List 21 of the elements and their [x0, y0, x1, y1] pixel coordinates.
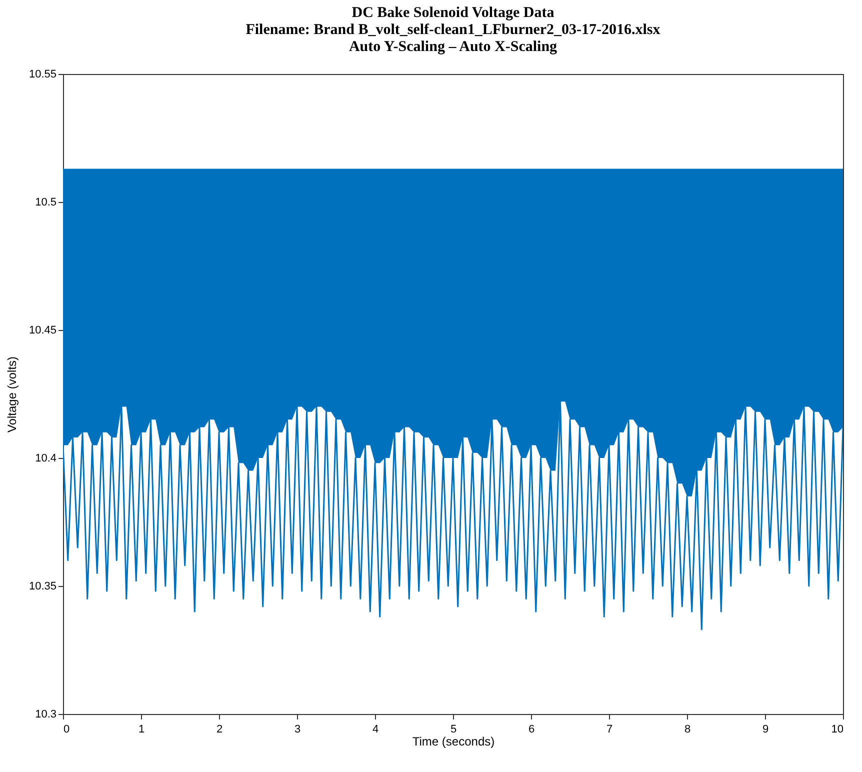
y-tick-label: 10.55 [28, 68, 56, 80]
x-tick-label: 7 [606, 724, 613, 736]
chart-title: DC Bake Solenoid Voltage Data [352, 5, 555, 21]
x-tick-label: 1 [138, 724, 145, 736]
y-tick-label: 10.5 [35, 196, 56, 208]
y-tick-label: 10.35 [28, 580, 56, 592]
y-tick-label: 10.4 [35, 452, 56, 464]
chart-subtitle: Filename: Brand B_volt_self-clean1_LFburner2_03-17-2016.xlsx Auto Y-Scaling – Auto X-Scaling [246, 22, 661, 55]
y-tick-label: 10.3 [35, 708, 56, 720]
y-tick-label: 10.45 [28, 324, 56, 336]
x-axis-title: Time (seconds) [412, 734, 495, 748]
x-tick-label: 8 [684, 724, 691, 736]
x-tick-label: 10 [831, 724, 844, 736]
x-tick-label: 2 [216, 724, 223, 736]
x-tick-label: 6 [528, 724, 535, 736]
y-axis-title: Voltage (volts) [4, 356, 19, 433]
x-tick-label: 0 [64, 724, 70, 736]
x-tick-label: 3 [294, 724, 301, 736]
x-tick-label: 9 [762, 724, 769, 736]
x-tick-label: 5 [450, 724, 457, 736]
x-tick-label: 4 [372, 724, 379, 736]
